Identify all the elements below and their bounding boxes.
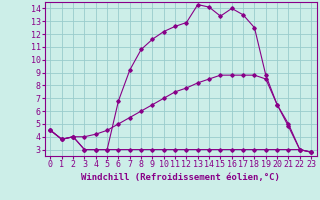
X-axis label: Windchill (Refroidissement éolien,°C): Windchill (Refroidissement éolien,°C) xyxy=(81,173,280,182)
